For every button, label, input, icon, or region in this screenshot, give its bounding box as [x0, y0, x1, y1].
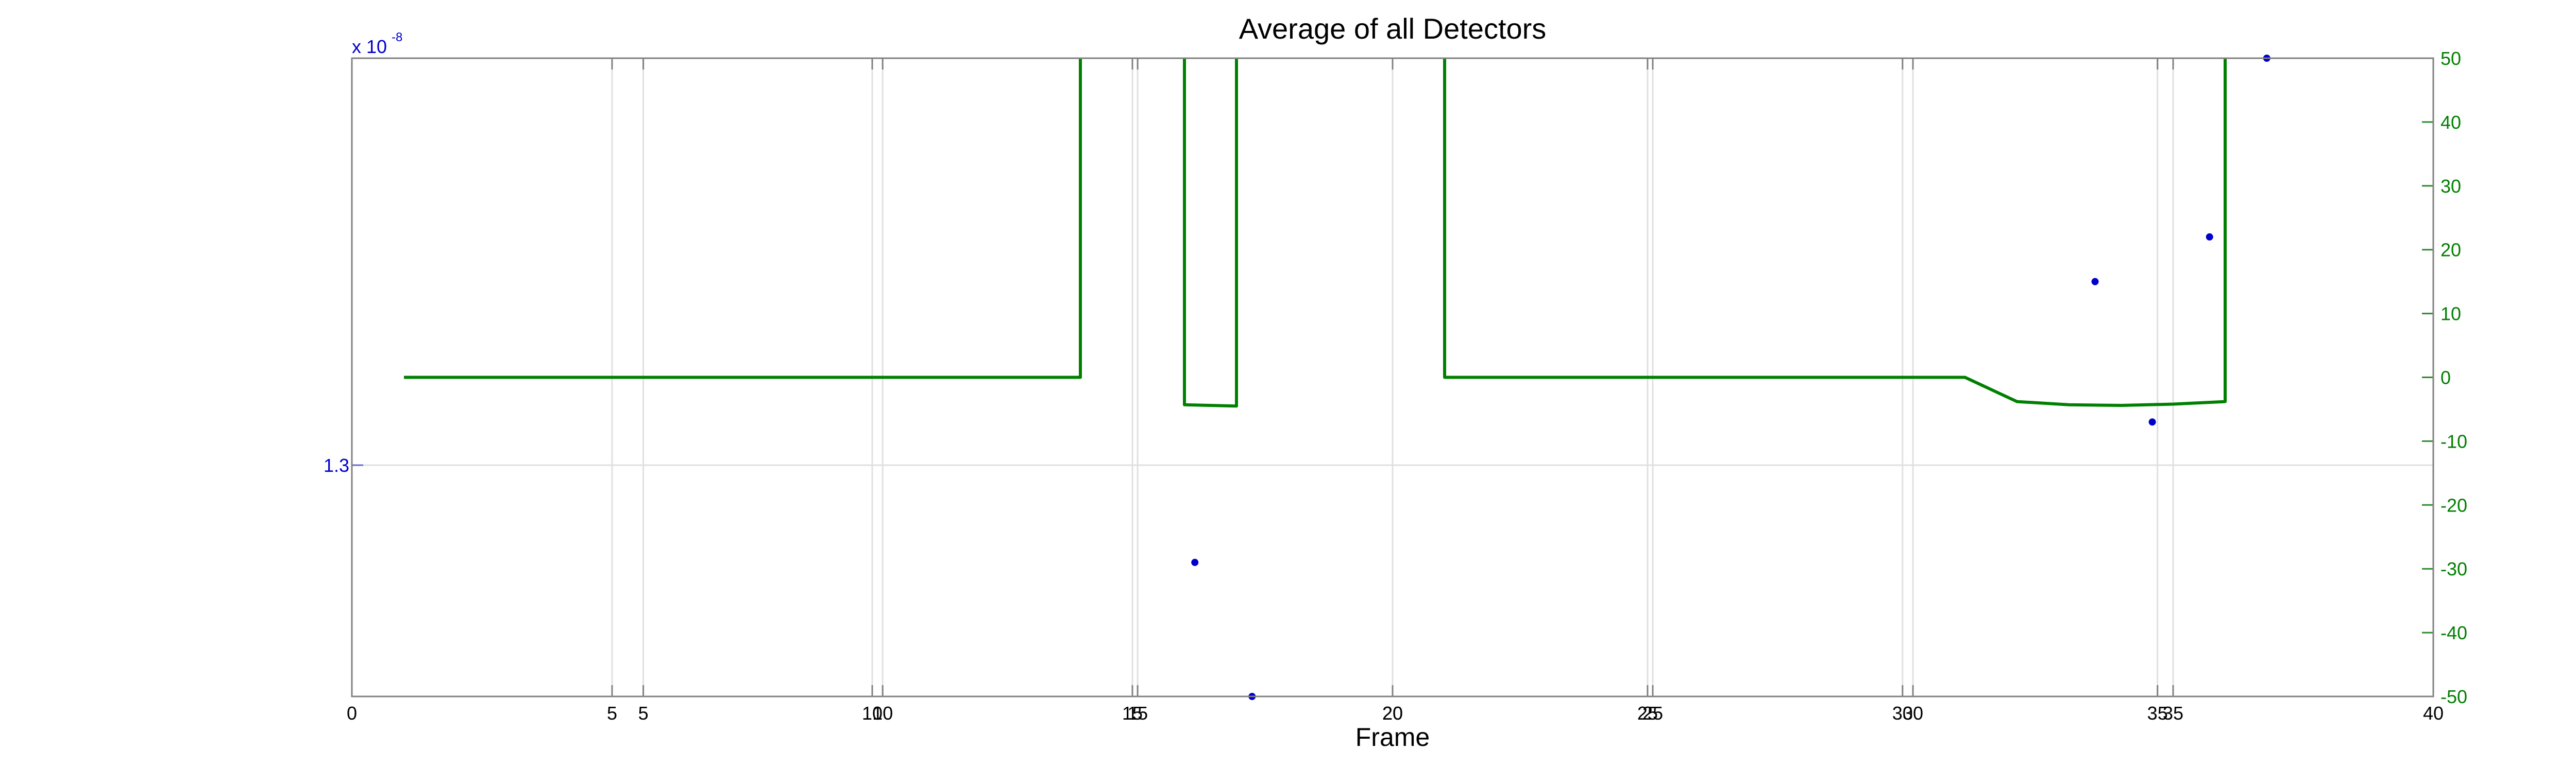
x2-tick-label: 30: [1892, 703, 1913, 724]
right-tick-label: -10: [2441, 431, 2467, 452]
right-tick-label: -20: [2441, 495, 2467, 516]
right-tick-label: 20: [2441, 240, 2461, 261]
data-point: [2148, 418, 2156, 426]
x-tick-label: 30: [1903, 703, 1923, 724]
left-axis-exponent: -8: [392, 30, 402, 44]
series-line-segment: [1183, 58, 1238, 408]
right-tick-label: 50: [2441, 48, 2461, 69]
chart-title: Average of all Detectors: [1239, 12, 1547, 45]
x-tick-label: 5: [607, 703, 617, 724]
axes: [351, 57, 2434, 697]
data-point: [2206, 233, 2213, 241]
x2-tick-label: 15: [1127, 703, 1148, 724]
data-point: [1191, 558, 1199, 566]
data-point: [2091, 278, 2099, 285]
series-line-segment: [404, 58, 1082, 379]
x-tick-label: 35: [2163, 703, 2183, 724]
left-axis-tick-label: 1.3: [324, 455, 349, 476]
tick-labels: 0 5 10 15 20 25 30 35 40 5 10 15 20 25 30 35 -50 -40 -30 -2…: [347, 48, 2467, 724]
x2-tick-label: 10: [872, 703, 893, 724]
x-tick-label: 0: [347, 703, 357, 724]
right-tick-label: 10: [2441, 303, 2461, 325]
series-layer: [404, 55, 2270, 700]
left-axis-multiplier: x 10: [352, 36, 387, 57]
right-tick-label: 40: [2441, 112, 2461, 133]
x2-tick-label: 20: [1382, 703, 1403, 724]
x-tick-label: 20: [1382, 703, 1403, 724]
x-tick-label: 15: [1122, 703, 1143, 724]
right-tick-label: -30: [2441, 558, 2467, 580]
right-tick-label: -50: [2441, 686, 2467, 707]
right-tick-label: 0: [2441, 367, 2451, 388]
plot-frame: [351, 57, 2434, 697]
x-tick-label: 40: [2423, 703, 2444, 724]
x-tick-label: 10: [862, 703, 883, 724]
right-tick-label: 30: [2441, 176, 2461, 197]
x2-tick-label: 25: [1637, 703, 1658, 724]
x-axis-label: Frame: [1355, 723, 1430, 752]
series-line-segment: [1443, 58, 2227, 407]
x2-tick-label: 5: [638, 703, 649, 724]
x2-tick-label: 35: [2147, 703, 2168, 724]
right-tick-label: -40: [2441, 622, 2467, 643]
x-tick-label: 25: [1642, 703, 1663, 724]
